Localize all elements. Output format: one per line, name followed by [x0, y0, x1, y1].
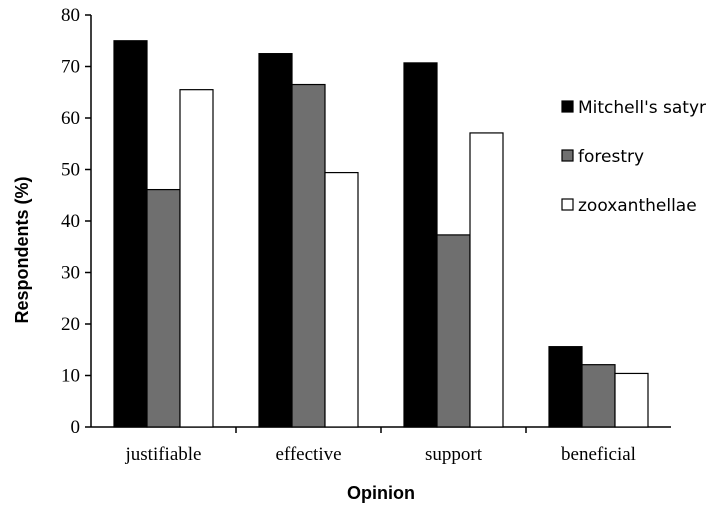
- y-tick-label: 10: [61, 366, 80, 387]
- bar-zooxanthellae-justifiable: [179, 89, 214, 428]
- y-axis: 0 10 20 30 40 50 60 70 80: [61, 5, 92, 438]
- x-axis-title: Opinion: [347, 483, 415, 503]
- legend-label: zooxanthellae: [578, 196, 697, 216]
- y-tick-label: 70: [61, 57, 80, 78]
- y-tick-label: 60: [61, 108, 80, 129]
- bar-forestry-support: [436, 234, 471, 428]
- x-axis: justifiable effective support beneficial: [91, 426, 671, 465]
- bar-zooxanthellae-support: [469, 132, 504, 428]
- bar-mitchell-s-satyr-support: [403, 62, 438, 428]
- x-tick-label: justifiable: [125, 444, 202, 465]
- legend: Mitchell's satyr forestry zooxanthellae: [561, 98, 706, 216]
- x-tick-label: support: [425, 444, 483, 465]
- bar-mitchell-s-satyr-beneficial: [548, 346, 583, 428]
- bar-forestry-beneficial: [581, 364, 616, 428]
- y-tick-label: 20: [61, 314, 80, 335]
- bars: [113, 40, 649, 428]
- legend-swatch: [561, 198, 574, 211]
- bar-zooxanthellae-beneficial: [614, 372, 649, 428]
- x-tick-label: beneficial: [561, 444, 636, 465]
- x-tick-label: effective: [275, 444, 341, 465]
- y-tick-label: 50: [61, 160, 80, 181]
- y-axis-title: Respondents (%): [12, 176, 32, 323]
- y-tick-label: 0: [71, 417, 81, 438]
- bar-forestry-effective: [291, 83, 326, 428]
- y-tick-label: 40: [61, 211, 80, 232]
- legend-label: Mitchell's satyr: [578, 98, 706, 118]
- bar-forestry-justifiable: [146, 188, 181, 428]
- y-tick-label: 30: [61, 263, 80, 284]
- bar-mitchell-s-satyr-justifiable: [113, 40, 148, 428]
- legend-label: forestry: [578, 147, 644, 167]
- y-tick-label: 80: [61, 5, 80, 26]
- legend-swatch: [561, 149, 574, 162]
- legend-swatch: [561, 100, 574, 113]
- bar-zooxanthellae-effective: [324, 171, 359, 428]
- bar-mitchell-s-satyr-effective: [258, 53, 293, 428]
